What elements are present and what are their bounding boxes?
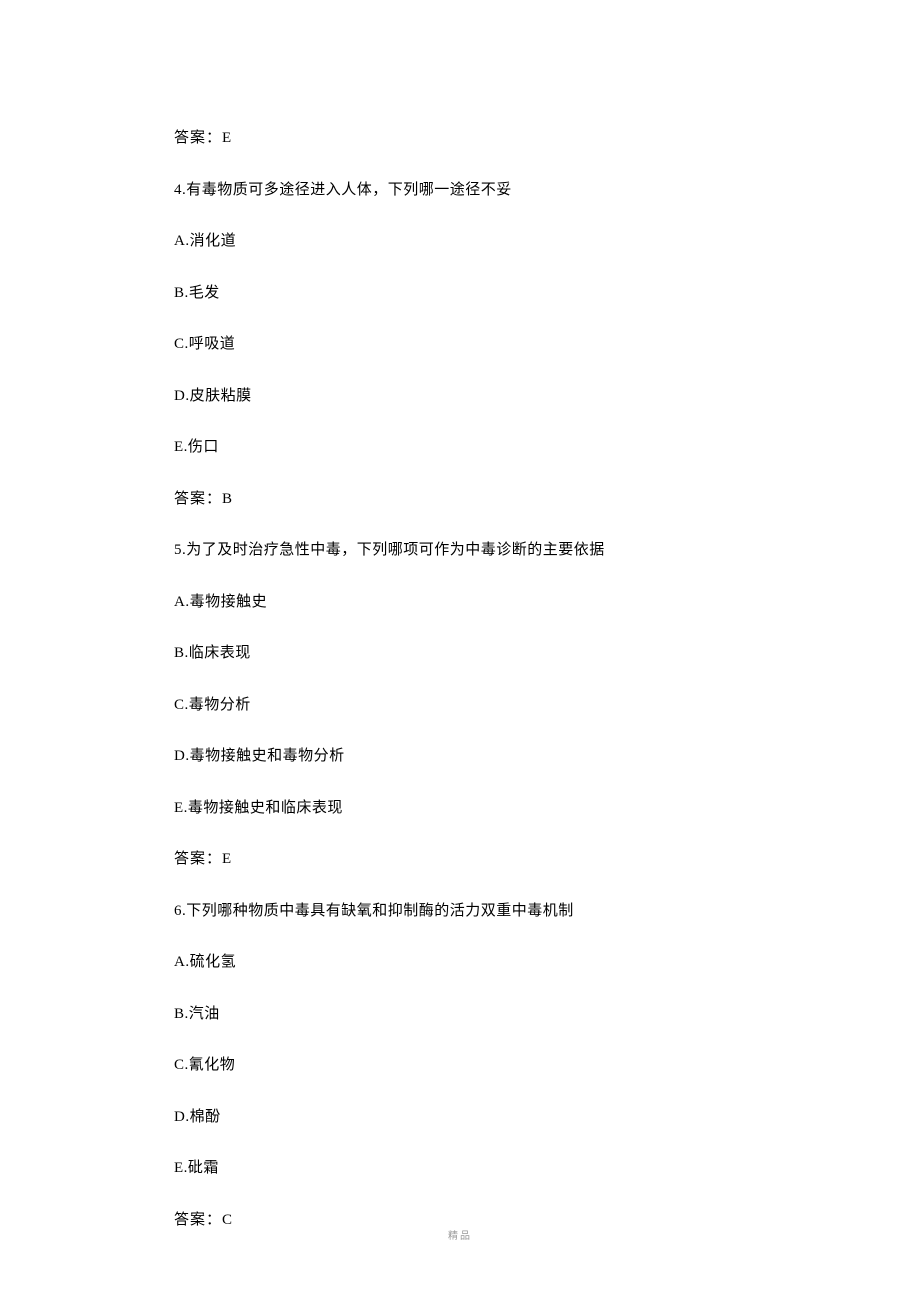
document-content: 答案：E 4.有毒物质可多途径进入人体，下列哪一途径不妥 A.消化道 B.毛发 … xyxy=(174,128,746,1231)
option-5d: D.毒物接触史和毒物分析 xyxy=(174,746,746,767)
question-4: 4.有毒物质可多途径进入人体，下列哪一途径不妥 xyxy=(174,180,746,201)
option-5b: B.临床表现 xyxy=(174,643,746,664)
option-6d: D.棉酚 xyxy=(174,1107,746,1128)
option-5c: C.毒物分析 xyxy=(174,695,746,716)
answer-line-4: 答案：B xyxy=(174,489,746,510)
option-6c: C.氰化物 xyxy=(174,1055,746,1076)
option-6e: E.砒霜 xyxy=(174,1158,746,1179)
option-4c: C.呼吸道 xyxy=(174,334,746,355)
question-5: 5.为了及时治疗急性中毒，下列哪项可作为中毒诊断的主要依据 xyxy=(174,540,746,561)
answer-line-5: 答案：E xyxy=(174,849,746,870)
option-4e: E.伤口 xyxy=(174,437,746,458)
option-4d: D.皮肤粘膜 xyxy=(174,386,746,407)
answer-line-3: 答案：E xyxy=(174,128,746,149)
option-6b: B.汽油 xyxy=(174,1004,746,1025)
footer-text: 精品 xyxy=(0,1227,920,1242)
option-6a: A.硫化氢 xyxy=(174,952,746,973)
option-4b: B.毛发 xyxy=(174,283,746,304)
option-4a: A.消化道 xyxy=(174,231,746,252)
question-6: 6.下列哪种物质中毒具有缺氧和抑制酶的活力双重中毒机制 xyxy=(174,901,746,922)
option-5a: A.毒物接触史 xyxy=(174,592,746,613)
option-5e: E.毒物接触史和临床表现 xyxy=(174,798,746,819)
